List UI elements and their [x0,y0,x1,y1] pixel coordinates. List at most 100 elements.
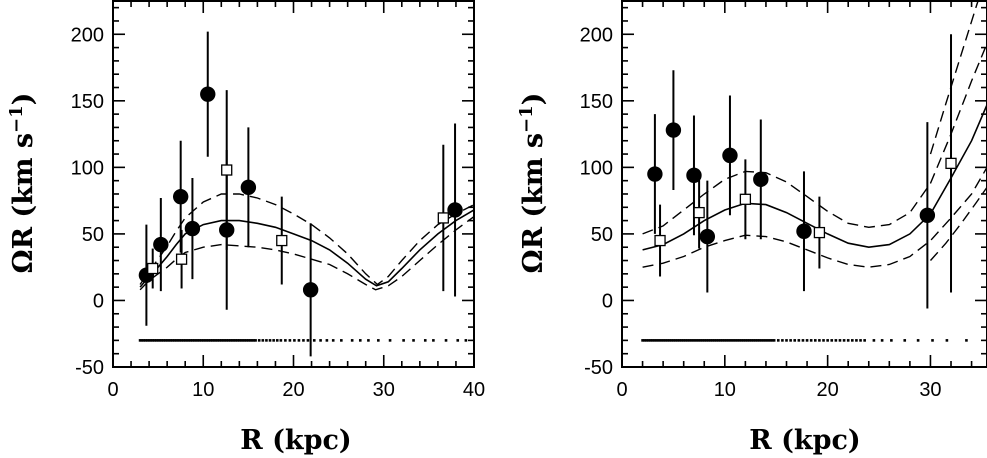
left-x-tick-label: 0 [107,379,118,401]
right-rug-dot [789,339,792,342]
right-point-open [693,206,705,219]
right-y-tick-label: 50 [591,224,613,246]
right-rug-dot [686,339,690,342]
left-y-axis-title-close: ) [8,93,39,106]
left-rug-dot [232,339,236,342]
left-x-tick-label: 30 [373,379,395,401]
left-rug-dot [350,339,354,342]
right-rug-dot [813,339,817,342]
left-rug-dot [331,339,335,342]
right-y-tick-label: 0 [602,290,613,312]
right-rug-dot [649,339,653,342]
right-model-bound-curve [929,1,979,155]
right-rug-dot [665,339,669,342]
left-rug-dot [201,339,205,342]
left-model-bound-curve [139,216,474,291]
right-rug-dot [694,339,698,342]
right-point-open [739,193,752,205]
right-rug-dot [715,339,718,342]
right-rug-dot [838,339,842,342]
right-rug-dot [641,339,644,342]
right-rug-dot [709,339,712,342]
left-rug-dot [164,339,167,342]
right-rug-dot [758,339,762,342]
right-rug-dot [859,339,862,342]
left-y-tick-label: 0 [93,290,104,312]
right-plot-frame [621,0,987,368]
left-rug-dot [176,339,180,342]
right-rug-dot [680,339,683,342]
right-rug-dot [661,339,665,342]
right-rug-dot [748,339,751,342]
left-rug-dot [174,339,178,342]
left-rug-dot [209,339,212,342]
right-rug-dot [797,339,801,342]
left-rug-dot [151,339,155,342]
left-rug-dot [248,339,252,342]
right-rug-dot [670,339,673,342]
right-rug-dot [766,339,770,342]
right-y-axis-title-close: ) [518,93,549,106]
right-point-filled [686,167,702,184]
left-plot-area [138,31,474,357]
left-rug-dot [325,339,329,342]
right-rug-dot [834,339,838,342]
left-rug-dot [306,339,310,342]
right-y-axis-title: ΩR (km s−1) [516,93,549,274]
left-rug-dot [156,339,160,342]
left-point-filled [447,202,463,218]
right-model-bound-curve [642,43,987,235]
left-rug-dot [444,339,448,342]
left-rug-dot [288,339,292,342]
left-rug-dot [153,339,156,342]
left-rug-dot [239,339,243,342]
left-y-tick-label: 200 [71,24,104,46]
left-point-open [276,234,288,247]
right-rug-dot [931,339,934,342]
right-rug-dot [880,339,884,342]
left-rug-dot [162,339,165,342]
left-rug-dot [402,339,405,342]
right-rug-dot [700,339,704,342]
right-rug-dot [678,339,681,342]
right-rug-dot [690,339,694,342]
left-rug-dot [203,339,207,342]
right-rug-dot [965,339,968,342]
left-rug-dot [178,339,182,342]
right-rug-dot [707,339,710,342]
left-rug-dot [257,339,261,342]
left-rug-dot [210,339,214,342]
left-rug-dot [261,339,265,342]
left-y-tick-label: 150 [71,91,104,113]
right-rug-dot [770,339,774,342]
left-point-filled [240,179,257,196]
left-rug-dot [227,339,230,342]
right-rug-dot [809,339,813,342]
left-rug-dot [265,339,268,342]
right-rug-dot [735,339,739,342]
left-rug-dot [220,339,223,342]
right-rug-dot [746,339,749,342]
left-x-tick-label: 10 [192,379,214,401]
left-rug-dot [243,339,247,342]
left-rug-dot [245,339,248,342]
right-rug-dot [684,339,688,342]
right-rug-dot [754,339,757,342]
right-rug-dot [657,339,661,342]
left-model-bound-curve [139,193,474,286]
left-rug-dot [456,339,460,342]
left-rug-dot [218,339,221,342]
left-rug-dot [192,339,196,342]
left-rug-dot [155,339,158,342]
left-rug-dot [279,339,283,342]
left-rug-dot [207,339,210,342]
left-rug-dot [171,339,174,342]
right-plot-area [641,1,987,342]
right-x-tick-label: 10 [714,379,736,401]
left-rug-dot [198,339,201,342]
right-rug-dot [793,339,797,342]
left-rug-dot [138,339,142,342]
left-x-tick-label: 40 [463,379,485,401]
